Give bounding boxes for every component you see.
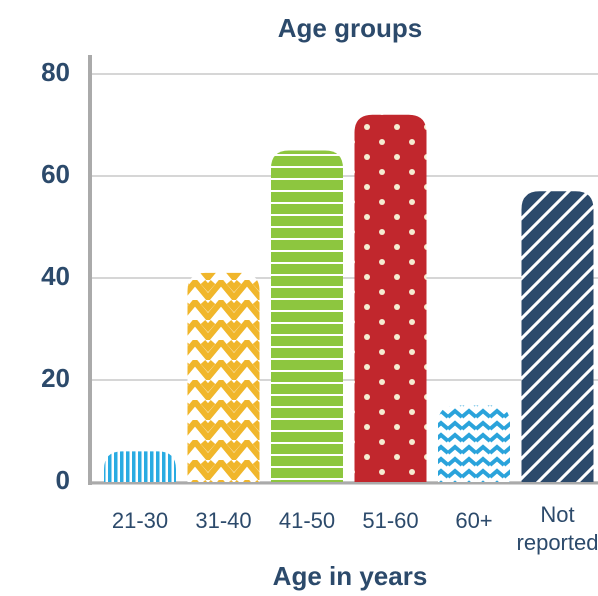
- x-tick-label: 41-50: [279, 508, 335, 533]
- bar: [354, 114, 427, 483]
- x-tick-label: 31-40: [195, 508, 251, 533]
- chart-title: Age groups: [278, 13, 422, 43]
- x-tick-label: 51-60: [362, 508, 418, 533]
- bar: [187, 272, 260, 482]
- bar: [271, 150, 343, 482]
- bar: [104, 451, 176, 482]
- x-tick-label: Not reported: [517, 502, 598, 555]
- bar: [438, 405, 510, 482]
- y-tick-label: 20: [41, 363, 70, 393]
- x-axis-title: Age in years: [273, 561, 428, 591]
- x-tick-label: 21-30: [112, 508, 168, 533]
- y-tick-label: 40: [41, 261, 70, 291]
- y-tick-label: 0: [56, 465, 70, 495]
- x-tick-label: 60+: [455, 508, 492, 533]
- y-tick-label: 60: [41, 159, 70, 189]
- bar: [521, 191, 594, 483]
- y-tick-label: 80: [41, 57, 70, 87]
